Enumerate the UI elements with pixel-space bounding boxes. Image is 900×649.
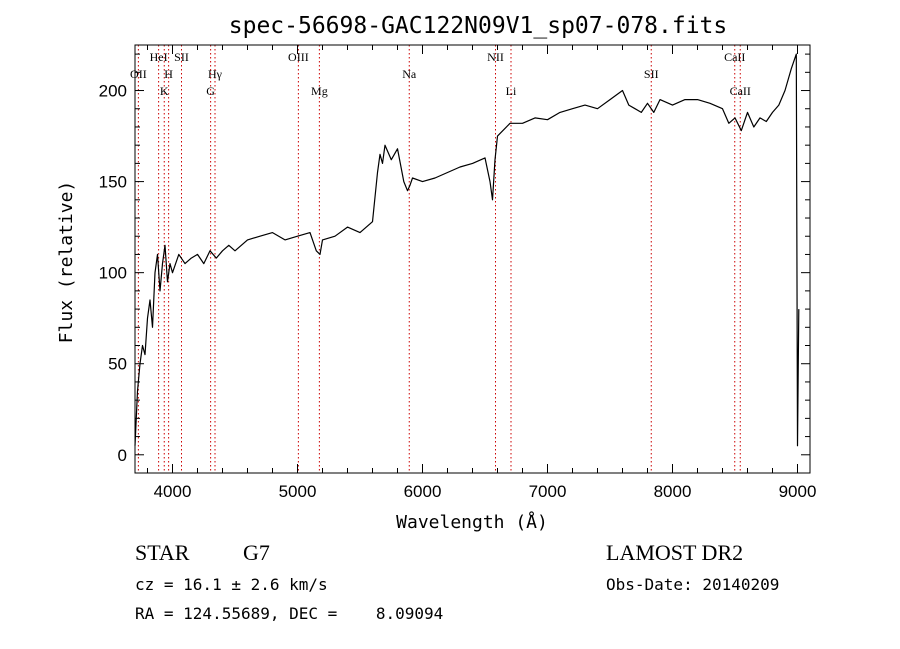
spectral-line-label-3: H [164,67,173,81]
spectral-line-label-5: Hγ [208,67,223,81]
x-tick-label: 9000 [779,482,817,501]
spectral-line-label-14: CaII [730,84,751,98]
spectral-subclass: G7 [243,540,270,565]
chart-title: spec-56698-GAC122N09V1_sp07-078.fits [229,13,728,39]
y-tick-label: 100 [99,264,127,283]
spectral-line-label-4: SII [174,50,189,64]
x-tick-label: 6000 [404,482,442,501]
obs-date-text: Obs-Date: 20140209 [606,575,779,594]
x-axis-label: Wavelength (Å) [396,511,548,533]
spectral-line-label-10: NII [487,50,504,64]
spectral-line-label-8: Mg [311,84,328,98]
coordinates-text: RA = 124.55689, DEC = 8.09094 [135,604,443,623]
plot-frame [134,44,811,474]
series-layer [134,53,800,447]
x-tick-label: 7000 [529,482,567,501]
x-tick-label: 5000 [279,482,317,501]
y-tick-label: 50 [108,355,127,374]
x-tick-label: 4000 [154,482,192,501]
redshift-text: cz = 16.1 ± 2.6 km/s [135,575,328,594]
spectral-line-label-2: K [160,84,169,98]
y-tick-label: 150 [99,173,127,192]
x-tick-label: 8000 [654,482,692,501]
flux-series-0 [134,53,800,447]
spectral-line-label-7: OIII [288,50,309,64]
spectral-line-label-11: Li [506,84,517,98]
y-axis-label: Flux (relative) [56,181,77,344]
spectral-line-label-9: Na [402,67,417,81]
axis-ticks: 4000 5000 6000 7000 8000 9000 0 50 100 150 200 [99,45,817,501]
spectral-line-label-0: OII [130,67,147,81]
spectral-line-label-13: CaII [724,50,745,64]
y-tick-label: 0 [118,446,127,465]
spectral-line-label-12: SII [644,67,659,81]
survey-name: LAMOST DR2 [606,540,743,565]
object-class: STAR [135,540,190,565]
spectral-line-label-6: G [206,84,215,98]
y-tick-label: 200 [99,82,127,101]
spectral-line-label-1: HeI [150,50,168,64]
